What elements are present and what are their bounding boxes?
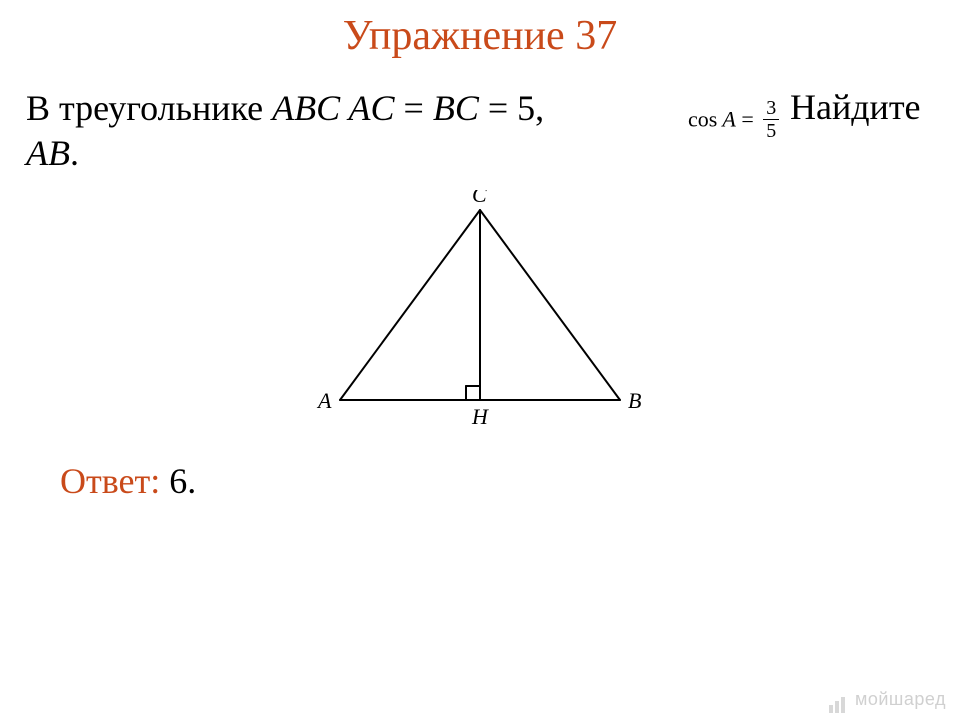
answer-line: Ответ: 6. <box>60 460 196 502</box>
find-label: Найдите <box>790 86 921 128</box>
fraction-denominator: 5 <box>763 120 779 141</box>
fraction: 35 <box>763 98 779 141</box>
period: . <box>70 133 79 173</box>
exercise-title: Упражнение 37 <box>0 12 960 60</box>
problem-prefix: В треугольнике <box>26 88 272 128</box>
svg-text:A: A <box>316 388 332 413</box>
svg-text:B: B <box>628 388 641 413</box>
cos-expression: cos A = 35 <box>688 100 779 143</box>
answer-value: 6. <box>169 461 196 501</box>
side-ab: AB <box>26 133 70 173</box>
svg-text:H: H <box>471 404 489 429</box>
svg-text:C: C <box>472 190 487 207</box>
eq-1: = <box>395 88 433 128</box>
triangle-diagram: A B C H <box>310 190 650 440</box>
cos-label: cos <box>688 107 717 132</box>
side-bc: BC <box>433 88 479 128</box>
triangle-abc: ABC <box>272 88 340 128</box>
fraction-numerator: 3 <box>763 98 779 120</box>
eq-2: = 5, <box>479 88 544 128</box>
watermark-text: мойшаред <box>855 689 946 710</box>
watermark: мойшаред <box>829 689 946 710</box>
cos-var: A <box>717 107 736 132</box>
watermark-logo-icon <box>829 692 849 708</box>
cos-eq: = <box>736 107 759 132</box>
answer-label: Ответ: <box>60 461 169 501</box>
side-ac: AC <box>340 88 394 128</box>
